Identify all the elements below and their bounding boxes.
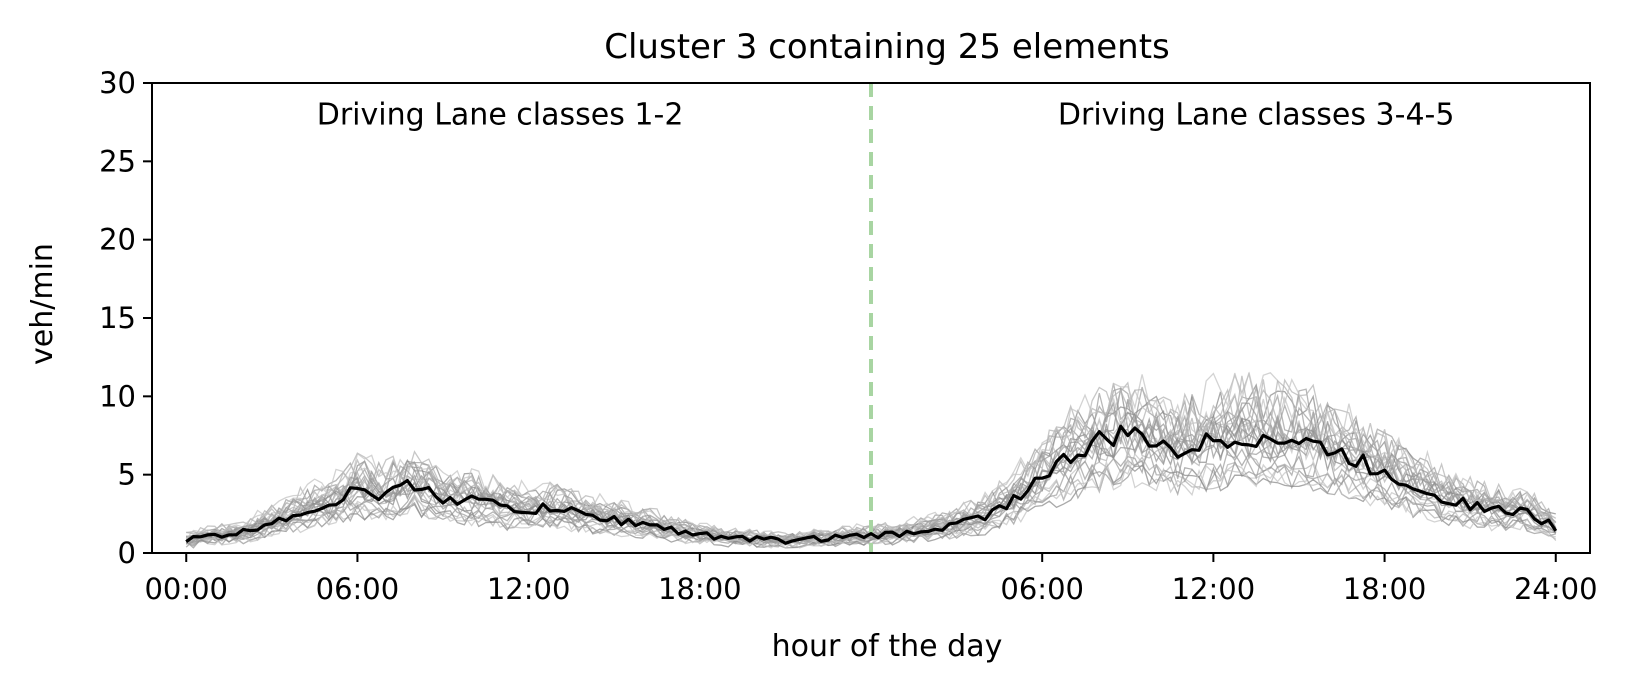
x-tick-label: 18:00	[1343, 572, 1427, 606]
member-series-line	[185, 417, 1557, 545]
x-tick-label: 12:00	[1172, 572, 1256, 606]
y-tick-label: 5	[118, 458, 136, 492]
y-tick-label: 30	[99, 66, 136, 100]
x-axis: 00:00 06:00 12:00 18:00 06:00 12:00 18:00 24:00	[144, 553, 1598, 606]
annotation-right: Driving Lane classes 3-4-5	[1058, 97, 1455, 132]
y-axis-label: veh/min	[25, 243, 60, 365]
x-tick-label: 06:00	[1000, 572, 1084, 606]
chart-title: Cluster 3 containing 25 elements	[604, 27, 1170, 67]
x-tick-label: 00:00	[144, 572, 228, 606]
x-tick-label: 12:00	[487, 572, 571, 606]
y-tick-label: 0	[118, 536, 136, 570]
plot-area: Driving Lane classes 1-2 Driving Lane cl…	[151, 82, 1591, 554]
y-axis: 0 5 10 15 20 25 30	[99, 66, 152, 570]
member-series-line	[186, 399, 1557, 545]
x-tick-label: 06:00	[316, 572, 400, 606]
annotation-left: Driving Lane classes 1-2	[317, 97, 684, 132]
member-series-line	[186, 464, 1556, 549]
x-tick-label: 24:00	[1514, 572, 1598, 606]
y-tick-label: 15	[99, 301, 136, 335]
x-axis-label: hour of the day	[772, 629, 1003, 664]
y-tick-label: 25	[99, 144, 136, 178]
x-tick-label: 18:00	[658, 572, 742, 606]
centroid-line	[185, 424, 1558, 545]
y-tick-label: 20	[99, 223, 136, 257]
y-tick-label: 10	[99, 379, 136, 413]
